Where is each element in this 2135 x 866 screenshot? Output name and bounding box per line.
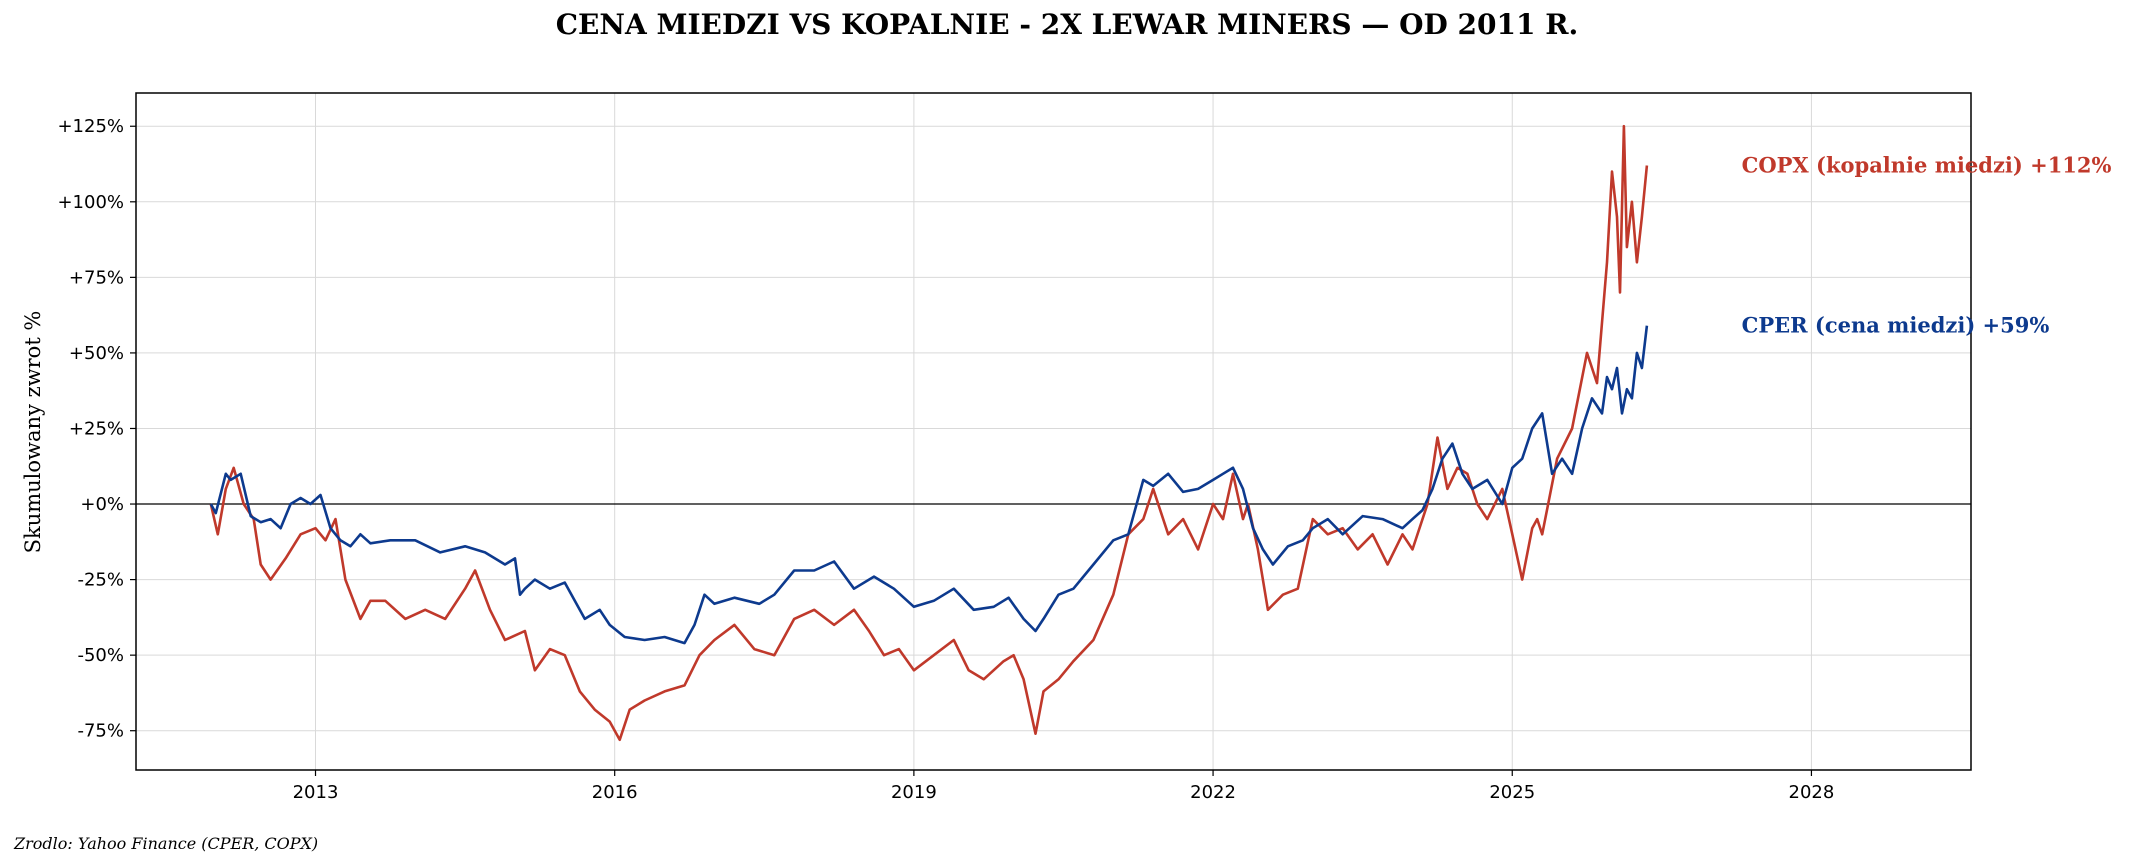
- y-tick-label: +75%: [69, 267, 124, 288]
- plot-area-frame: [135, 92, 1972, 771]
- y-axis: +125% +100% +75% +50% +25% +0% -25% -50% -75%: [57, 116, 136, 742]
- series-line-cper: [209, 325, 1649, 645]
- source-note: Zrodlo: Yahoo Finance (CPER, COPX): [13, 834, 318, 853]
- series-labels: CPER (cena miedzi) +59% COPX (kopalnie mi…: [1742, 153, 2112, 338]
- series-end-label-copx: COPX (kopalnie miedzi) +112%: [1742, 153, 2112, 178]
- x-tick-label: 2013: [293, 782, 339, 803]
- grid: [136, 93, 1971, 770]
- x-axis: 2013 2016 2019 2022 2025 2028: [293, 770, 1835, 803]
- y-tick-label: +25%: [69, 418, 124, 439]
- x-tick-label: 2016: [592, 782, 638, 803]
- chart-title: CENA MIEDZI VS KOPALNIE - 2X LEWAR MINER…: [556, 8, 1578, 41]
- y-tick-label: -50%: [77, 645, 124, 666]
- series-line-copx: [209, 124, 1649, 742]
- x-tick-label: 2022: [1190, 782, 1236, 803]
- series-group: [209, 124, 1649, 742]
- y-tick-label: +50%: [69, 343, 124, 364]
- y-tick-label: +0%: [80, 494, 124, 515]
- y-tick-label: +125%: [57, 116, 124, 137]
- x-tick-label: 2028: [1789, 782, 1835, 803]
- y-tick-label: -75%: [77, 721, 124, 742]
- x-tick-label: 2025: [1489, 782, 1535, 803]
- y-tick-label: +100%: [57, 192, 124, 213]
- y-tick-label: -25%: [77, 570, 124, 591]
- x-tick-label: 2019: [891, 782, 937, 803]
- series-end-label-cper: CPER (cena miedzi) +59%: [1742, 313, 2050, 338]
- y-axis-label: Skumulowany zwrot %: [21, 311, 45, 554]
